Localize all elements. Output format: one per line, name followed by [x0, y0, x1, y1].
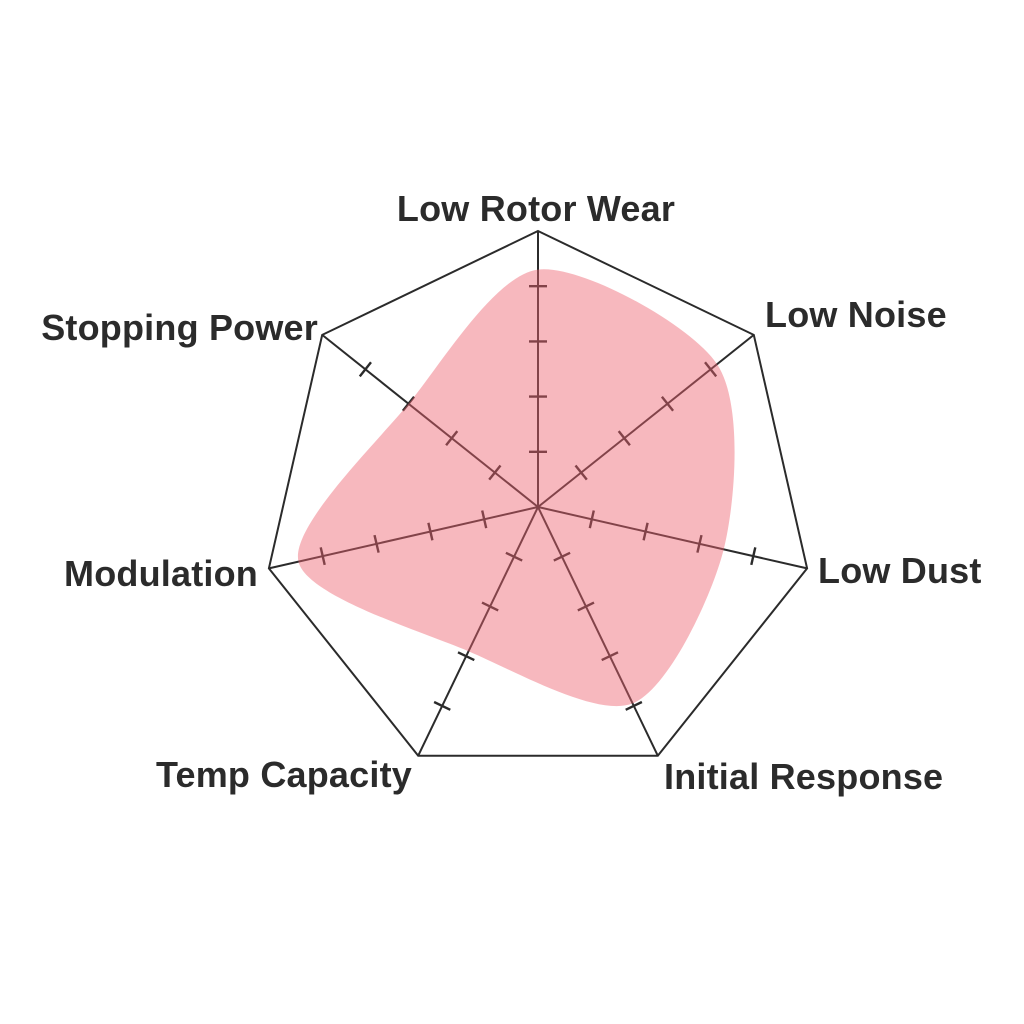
axis-label-low-rotor-wear: Low Rotor Wear: [397, 188, 675, 229]
axis-tick: [704, 361, 718, 378]
axis-tick: [574, 464, 588, 481]
axis-label-modulation: Modulation: [64, 553, 258, 594]
axis-tick: [445, 430, 459, 446]
axis-tick: [433, 700, 451, 711]
axis-tick: [577, 601, 595, 612]
axis-label-low-dust: Low Dust: [818, 550, 982, 591]
axis-tick: [319, 547, 326, 566]
axis-tick: [481, 510, 488, 529]
axis-label-initial-response: Initial Response: [664, 756, 943, 797]
axis-tick: [642, 522, 649, 541]
axis-tick: [427, 522, 434, 541]
axis-tick: [481, 601, 499, 612]
axis-tick: [625, 700, 643, 711]
axis-tick: [505, 551, 523, 562]
axis-spoke-temp-capacity: [417, 506, 539, 757]
axis-tick: [358, 361, 372, 378]
axis-spoke-low-noise: [537, 334, 755, 508]
axis-label-low-noise: Low Noise: [765, 294, 947, 335]
axis-tick: [617, 430, 631, 446]
axis-label-temp-capacity: Temp Capacity: [156, 754, 412, 795]
axis-tick: [696, 534, 703, 553]
axis-spoke-low-dust: [537, 506, 808, 570]
axis-label-stopping-power: Stopping Power: [41, 307, 318, 348]
web-outline: [267, 229, 809, 757]
axis-spoke-modulation: [268, 506, 539, 570]
data-region-brake-pad-performance: [297, 269, 735, 707]
axis-tick: [750, 547, 757, 566]
axis-tick: [588, 510, 595, 529]
axis-tick: [660, 395, 675, 412]
axis-tick: [401, 395, 416, 412]
axis-spoke-initial-response: [537, 506, 659, 757]
axis-tick: [601, 651, 619, 662]
axis-tick: [457, 651, 475, 662]
axis-tick: [488, 464, 502, 481]
axis-tick: [373, 534, 380, 553]
axis-spoke-stopping-power: [321, 334, 539, 508]
axis-tick: [553, 551, 571, 562]
